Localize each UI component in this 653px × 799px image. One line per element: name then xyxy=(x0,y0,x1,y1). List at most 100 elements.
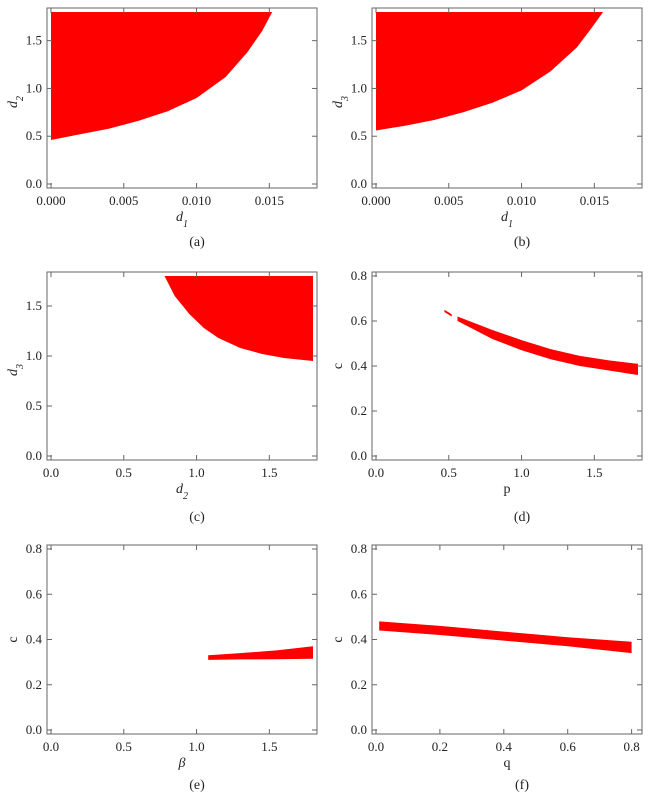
panel-b-ylabel-subscript: 3 xyxy=(340,96,351,102)
panel-e-xlabel-base: β xyxy=(178,756,186,771)
panel-a-caption: (a) xyxy=(189,235,205,250)
panel-f-xtick-label: 0.8 xyxy=(623,739,639,754)
panel-b-ytick-label: 1.0 xyxy=(351,80,367,95)
panel-f: 0.0 0.2 0.4 0.6 0.8 0.0 0.2 0.4 0.6 0.8 q c (f) xyxy=(331,541,643,793)
panel-e-xtick-label: 1.5 xyxy=(261,739,277,754)
panel-f-ylabel-base: c xyxy=(331,636,346,642)
panel-a-xtick-label: 0.015 xyxy=(255,193,284,208)
panel-b-xlabel-base: d xyxy=(501,210,509,225)
panel-b-xtick-label: 0.005 xyxy=(434,193,463,208)
panel-b-xtick-label: 0.010 xyxy=(507,193,536,208)
panel-d-ylabel: c xyxy=(331,363,346,369)
panel-c-ytick-label: 1.5 xyxy=(26,298,42,313)
panel-a-xlabel: d1 xyxy=(176,210,188,230)
panel-c-region xyxy=(164,276,313,361)
panel-d-region-2 xyxy=(457,316,638,375)
panel-d-ytick-label: 0.4 xyxy=(351,358,368,373)
panel-e-xtick-label: 0.0 xyxy=(43,739,59,754)
panel-e-ytick-label: 0.2 xyxy=(26,677,42,692)
panel-a-ytick-label: 1.0 xyxy=(26,80,42,95)
panel-c-ytick-label: 1.0 xyxy=(26,348,42,363)
panel-f-xtick-label: 0.4 xyxy=(496,739,513,754)
panel-a-ytick-label: 1.5 xyxy=(26,33,42,48)
panel-b-region xyxy=(376,12,604,131)
panel-b-ytick-label: 0.5 xyxy=(351,128,367,143)
panel-c-ytick-label: 0.5 xyxy=(26,398,42,413)
panel-d-xtick-label: 1.0 xyxy=(513,465,529,480)
panel-d-xtick-label: 0.5 xyxy=(441,465,457,480)
panel-c-caption: (c) xyxy=(189,510,205,525)
panel-d-ytick-label: 0.6 xyxy=(351,313,368,328)
panel-e-caption: (e) xyxy=(189,778,205,793)
panel-c-ylabel-subscript: 3 xyxy=(15,364,26,370)
panel-c-frame xyxy=(46,271,318,461)
panel-e-ylabel-base: c xyxy=(6,636,21,642)
panel-b-xlabel: d1 xyxy=(501,210,513,230)
panel-b-ylabel: d3 xyxy=(331,96,351,108)
panel-a-frame xyxy=(46,7,318,189)
panel-e-xtick-label: 0.5 xyxy=(116,739,132,754)
panel-b-xtick-label: 0.000 xyxy=(361,193,390,208)
panel-f-ytick-label: 0.2 xyxy=(351,677,367,692)
panel-f-xtick-label: 0.2 xyxy=(432,739,448,754)
panel-c-xlabel-subscript: 2 xyxy=(183,491,188,502)
panel-c-xtick-label: 0.0 xyxy=(43,465,59,480)
panel-f-ytick-label: 0.4 xyxy=(351,632,368,647)
panel-b-xlabel-subscript: 1 xyxy=(508,219,513,230)
panel-d-region-1 xyxy=(444,309,452,317)
panel-e-xlabel: β xyxy=(178,756,186,771)
panel-e-region xyxy=(208,646,313,660)
panel-b-ylabel-base: d xyxy=(331,100,346,108)
panel-e-ytick-label: 0.8 xyxy=(26,541,42,556)
panel-d-ytick-label: 0.8 xyxy=(351,268,367,283)
panel-f-caption: (f) xyxy=(515,778,529,793)
panel-d-xtick-label: 1.5 xyxy=(586,465,602,480)
panel-f-xtick-label: 0.0 xyxy=(368,739,384,754)
panel-c-ytick-label: 0.0 xyxy=(26,448,42,463)
panel-d-xlabel: p xyxy=(504,482,511,497)
panel-e-frame xyxy=(46,544,318,735)
panel-b-ytick-label: 1.5 xyxy=(351,33,367,48)
panel-a-ylabel-base: d xyxy=(6,100,21,108)
panel-e: 0.0 0.5 1.0 1.5 0.0 0.2 0.4 0.6 0.8 β c (e) xyxy=(6,541,318,793)
panel-d: 0.0 0.5 1.0 1.5 0.0 0.2 0.4 0.6 0.8 p c (d) xyxy=(331,268,643,525)
panel-a-xlabel-subscript: 1 xyxy=(183,219,188,230)
panel-f-xlabel: q xyxy=(504,756,511,771)
panel-c-ylabel: d3 xyxy=(6,364,26,376)
panel-b-xtick-label: 0.015 xyxy=(580,193,609,208)
panel-c-xtick-label: 1.0 xyxy=(188,465,204,480)
panel-e-ytick-label: 0.6 xyxy=(26,586,43,601)
panel-a-ytick-label: 0.5 xyxy=(26,128,42,143)
panel-f-ytick-label: 0.8 xyxy=(351,541,367,556)
panel-c-xlabel-base: d xyxy=(176,482,184,497)
panel-a-xtick-label: 0.005 xyxy=(109,193,138,208)
panel-e-ytick-label: 0.4 xyxy=(26,632,43,647)
panel-f-xlabel-base: q xyxy=(504,756,511,771)
panel-c-xlabel: d2 xyxy=(176,482,188,502)
panel-f-region xyxy=(379,621,632,654)
panel-f-ylabel: c xyxy=(331,636,346,642)
panel-d-xlabel-base: p xyxy=(504,482,511,497)
panel-a-ylabel-subscript: 2 xyxy=(15,96,26,101)
panel-c-ylabel-base: d xyxy=(6,368,21,376)
panel-d-ylabel-base: c xyxy=(331,363,346,369)
panel-d-ytick-label: 0.0 xyxy=(351,448,367,463)
panel-b-frame xyxy=(371,7,643,189)
panel-a-ytick-label: 0.0 xyxy=(26,176,42,191)
panel-a-region xyxy=(51,12,273,140)
panel-e-ylabel: c xyxy=(6,636,21,642)
panel-e-xtick-label: 1.0 xyxy=(188,739,204,754)
panel-a-ylabel: d2 xyxy=(6,96,26,108)
panel-d-ytick-label: 0.2 xyxy=(351,403,367,418)
panel-b-caption: (b) xyxy=(514,235,531,250)
panel-f-ytick-label: 0.6 xyxy=(351,586,368,601)
panel-a-xtick-label: 0.000 xyxy=(36,193,65,208)
panel-b-ytick-label: 0.0 xyxy=(351,176,367,191)
panel-d-caption: (d) xyxy=(514,510,531,525)
panel-c-xtick-label: 0.5 xyxy=(116,465,132,480)
panel-f-xtick-label: 0.6 xyxy=(560,739,577,754)
panel-d-xtick-label: 0.0 xyxy=(368,465,384,480)
